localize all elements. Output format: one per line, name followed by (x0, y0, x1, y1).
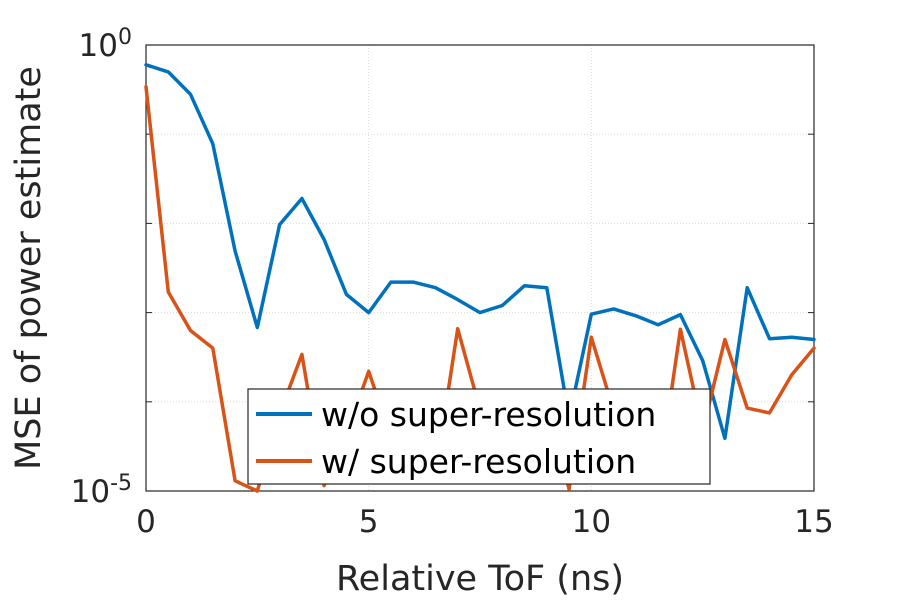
y-minor-ticks (146, 133, 814, 403)
x-tick-label-0: 0 (136, 504, 156, 540)
plot-area-frame (145, 44, 815, 492)
x-tick-labels: 0 5 10 15 (136, 504, 834, 540)
x-tick-label-15: 15 (794, 504, 833, 540)
legend-box (247, 388, 711, 485)
legend: w/o super-resolution w/ super-resolution (247, 388, 711, 485)
y-axis-label: MSE of power estimate (9, 66, 49, 470)
y-tick-label-0: 10-5 (71, 471, 132, 510)
legend-label-w-o-super-resolution: w/o super-resolution (321, 395, 656, 434)
y-tick-label-1: 100 (79, 25, 132, 64)
x-tick-label-10: 10 (572, 504, 611, 540)
x-tick-label-5: 5 (359, 504, 379, 540)
x-axis-label: Relative ToF (ns) (336, 559, 624, 599)
legend-label-w-super-resolution: w/ super-resolution (321, 442, 636, 481)
y-tick-labels: 10-5 100 (71, 25, 132, 510)
series-line-0 (144, 63, 816, 441)
